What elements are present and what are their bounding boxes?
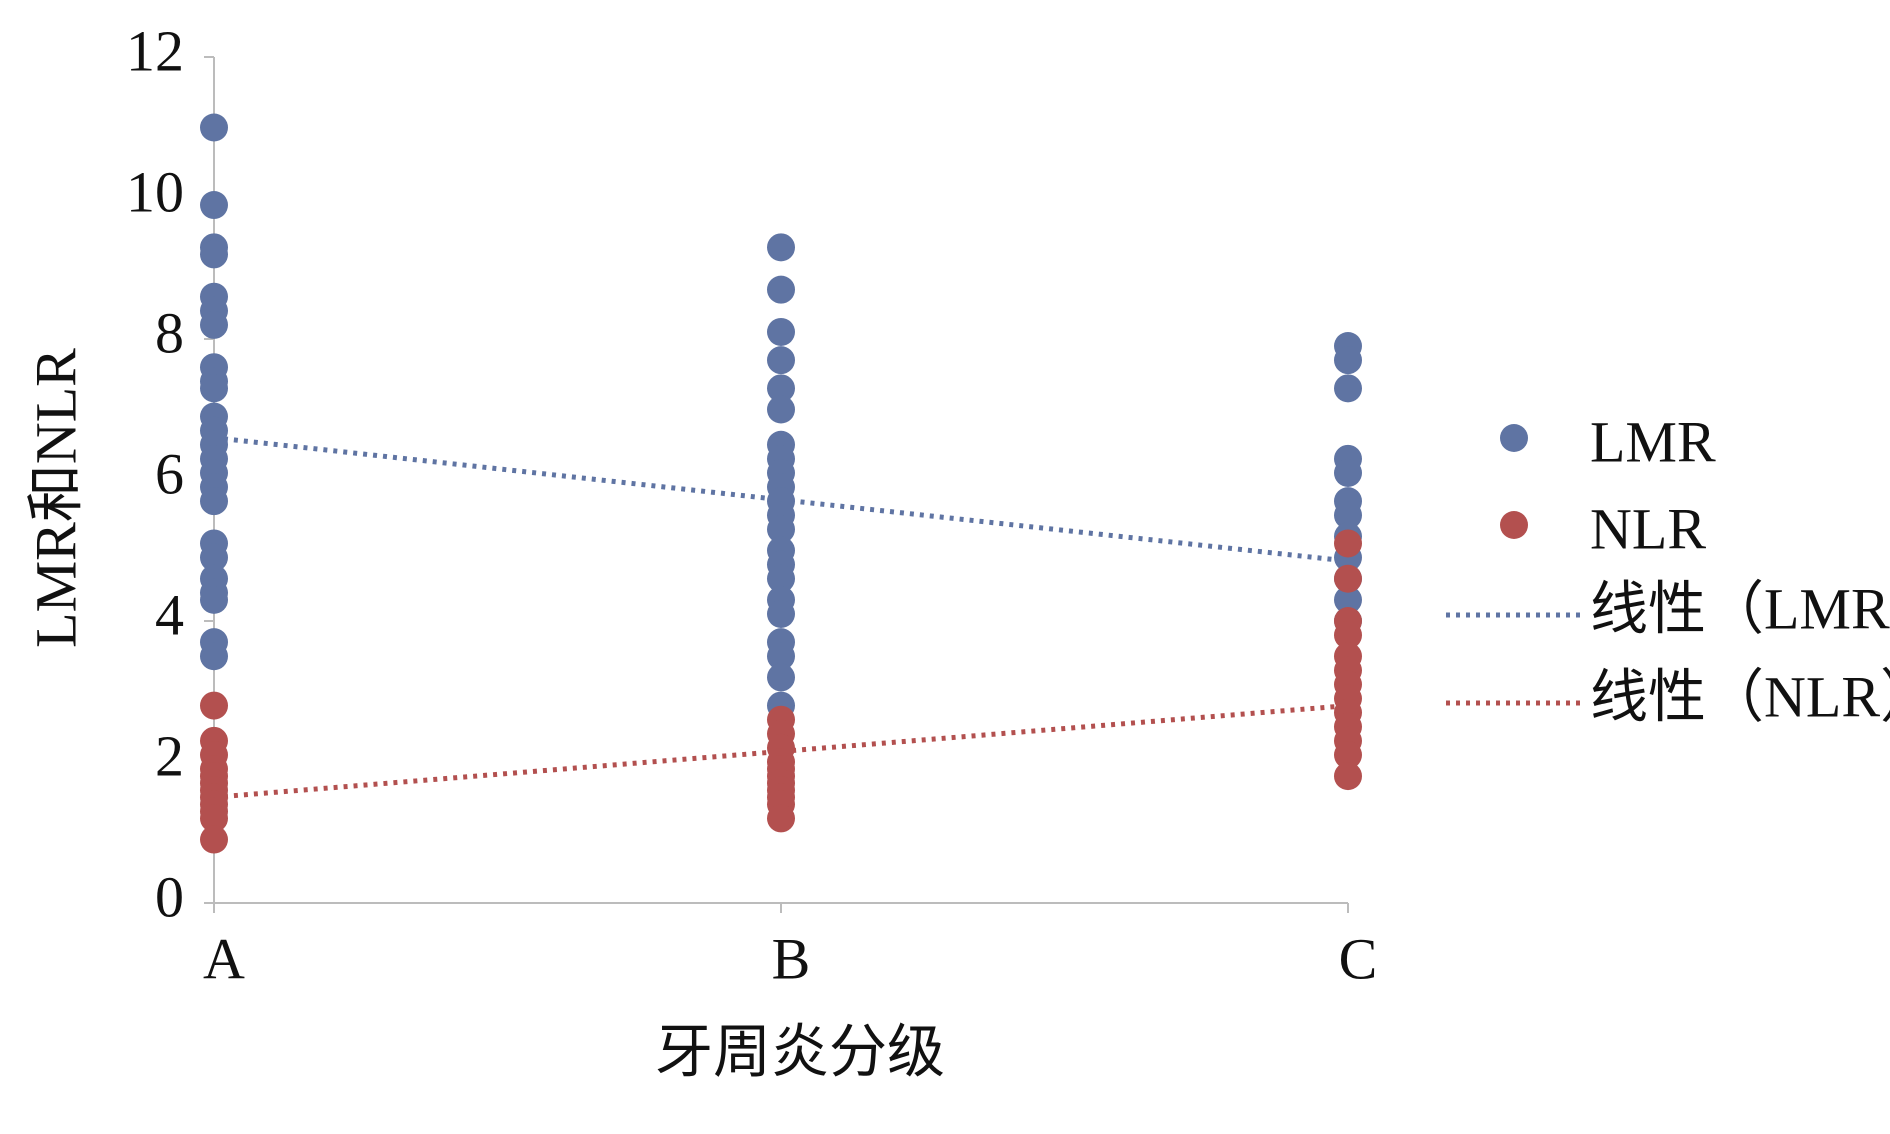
point	[1334, 740, 1362, 769]
point	[200, 113, 228, 142]
point	[1334, 529, 1362, 558]
y-tick-label: 2	[155, 723, 184, 788]
y-tick-label: 8	[155, 300, 184, 365]
point	[767, 599, 795, 628]
legend-marker	[1500, 424, 1528, 452]
point	[200, 642, 228, 671]
point	[200, 543, 228, 572]
point	[767, 233, 795, 262]
y-tick-label: 6	[155, 441, 184, 506]
x-tick-label: B	[772, 926, 811, 991]
legend-label: 线性（LMR）	[1590, 576, 1890, 641]
point	[1334, 374, 1362, 403]
x-tick-label: C	[1339, 926, 1378, 991]
point	[767, 374, 795, 403]
point	[767, 564, 795, 593]
point	[1334, 621, 1362, 650]
point	[200, 487, 228, 516]
point	[1334, 564, 1362, 593]
point	[767, 804, 795, 833]
point	[767, 275, 795, 304]
y-axis-label: LMR和NLR	[23, 348, 88, 648]
point	[767, 395, 795, 424]
point	[200, 825, 228, 854]
legend-label: NLR	[1590, 496, 1706, 561]
point	[200, 585, 228, 614]
legend-label: LMR	[1590, 409, 1716, 474]
legend-label: 线性（NLR）	[1590, 664, 1890, 729]
point	[200, 374, 228, 403]
x-tick-label: A	[203, 926, 245, 991]
x-axis-label: 牙周炎分级	[655, 1019, 945, 1084]
point	[1334, 762, 1362, 791]
point	[200, 240, 228, 269]
y-tick-label: 0	[155, 864, 184, 929]
point	[1334, 501, 1362, 530]
point	[767, 515, 795, 544]
point	[200, 191, 228, 220]
point	[200, 691, 228, 720]
y-tick-label: 10	[126, 159, 184, 224]
point	[767, 663, 795, 692]
point	[767, 317, 795, 346]
point	[767, 642, 795, 671]
y-tick-label: 12	[126, 18, 184, 83]
point	[1334, 585, 1362, 614]
point	[1334, 346, 1362, 375]
legend-marker	[1500, 511, 1528, 539]
y-tick-label: 4	[155, 582, 184, 647]
point	[200, 310, 228, 339]
point	[767, 346, 795, 375]
point	[200, 804, 228, 833]
point	[1334, 458, 1362, 487]
